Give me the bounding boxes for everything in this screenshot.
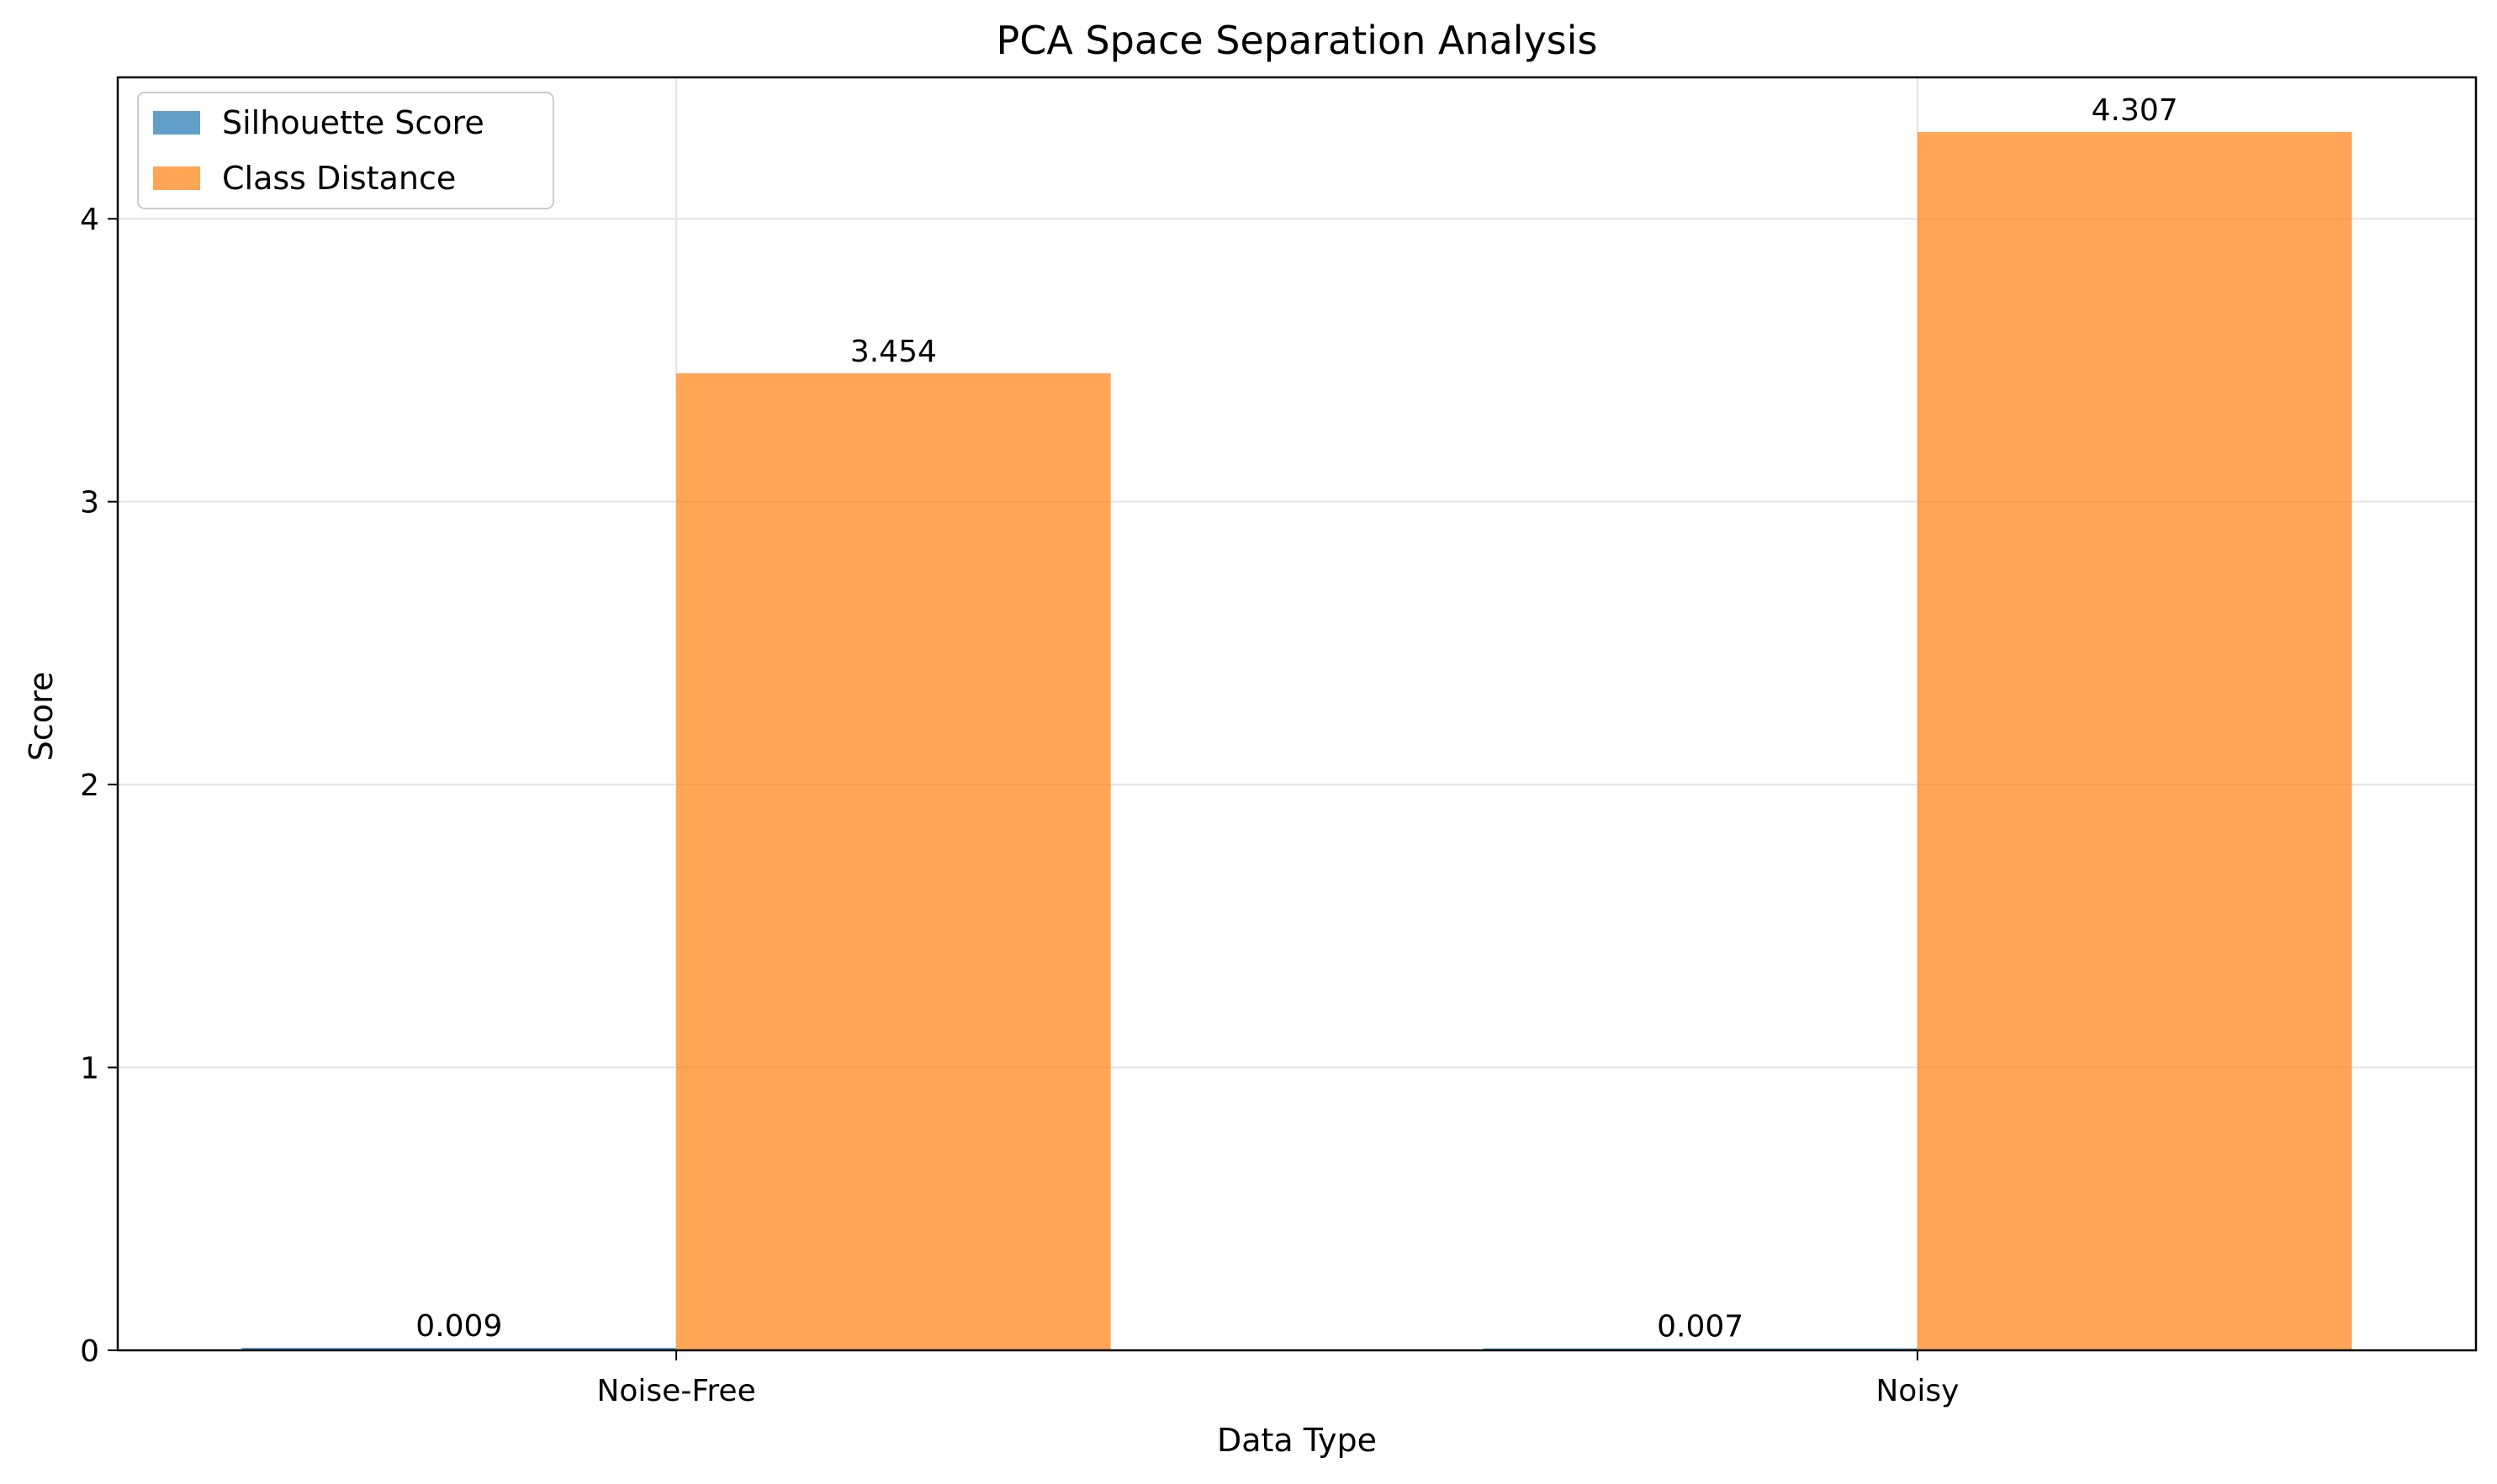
- legend-label: Silhouette Score: [222, 104, 484, 141]
- plot-frame: [116, 76, 2478, 1352]
- bar-group: [241, 131, 2352, 1350]
- y-tick-label: 2: [80, 768, 99, 803]
- y-axis-title: Score: [23, 672, 60, 761]
- bar: [676, 372, 1111, 1350]
- bar: [1917, 131, 2352, 1350]
- bar-value-label: 0.007: [1657, 1310, 1743, 1344]
- y-axis: 0 1 2 3 4: [80, 203, 118, 1369]
- legend-swatch: [153, 166, 200, 190]
- y-tick-label: 1: [80, 1052, 99, 1086]
- legend-swatch: [153, 111, 200, 135]
- y-tick-label: 4: [80, 203, 99, 237]
- x-tick-label: Noisy: [1875, 1374, 1959, 1408]
- legend-label: Class Distance: [222, 160, 456, 197]
- x-axis-title: Data Type: [1217, 1422, 1377, 1459]
- x-tick-label: Noise-Free: [596, 1374, 755, 1408]
- y-tick-label: 3: [80, 486, 99, 520]
- chart-title: PCA Space Separation Analysis: [997, 18, 1598, 63]
- y-tick-label: 0: [80, 1334, 99, 1369]
- legend-box: [137, 92, 554, 209]
- bar-value-label: 0.009: [415, 1309, 502, 1344]
- x-axis: Noise-Free Noisy: [596, 1350, 1959, 1408]
- bar: [241, 1347, 677, 1350]
- data-labels: 0.009 0.007 3.454 4.307: [415, 93, 2177, 1344]
- bar-value-label: 4.307: [2092, 93, 2178, 128]
- bar-value-label: 3.454: [850, 335, 937, 369]
- legend: Silhouette Score Class Distance: [137, 92, 554, 209]
